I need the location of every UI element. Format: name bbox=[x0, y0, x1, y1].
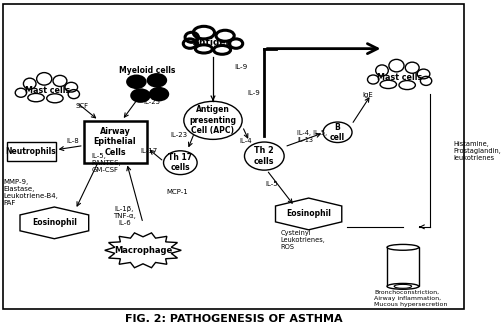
Polygon shape bbox=[105, 233, 181, 268]
Text: B
cell: B cell bbox=[330, 123, 345, 142]
Ellipse shape bbox=[183, 39, 197, 48]
Polygon shape bbox=[276, 198, 342, 230]
FancyBboxPatch shape bbox=[187, 34, 238, 50]
Ellipse shape bbox=[387, 284, 419, 289]
Text: Eosinophil: Eosinophil bbox=[32, 218, 77, 227]
Ellipse shape bbox=[399, 81, 415, 90]
Ellipse shape bbox=[53, 75, 67, 87]
Text: IL-1β,
TNF-α,
IL-6: IL-1β, TNF-α, IL-6 bbox=[113, 206, 136, 226]
Ellipse shape bbox=[389, 59, 404, 72]
Circle shape bbox=[130, 88, 151, 103]
Circle shape bbox=[126, 74, 147, 89]
Text: Macrophage: Macrophage bbox=[114, 246, 172, 255]
FancyBboxPatch shape bbox=[84, 121, 147, 163]
Text: IL-25: IL-25 bbox=[143, 99, 160, 105]
Text: IL-4, IL-5,
IL-13: IL-4, IL-5, IL-13 bbox=[297, 130, 327, 143]
Ellipse shape bbox=[417, 69, 430, 79]
Text: IL-5: IL-5 bbox=[266, 181, 278, 187]
Ellipse shape bbox=[28, 93, 44, 102]
Polygon shape bbox=[20, 207, 89, 239]
Text: Th 17
cells: Th 17 cells bbox=[168, 153, 193, 172]
Ellipse shape bbox=[216, 30, 234, 41]
Text: Mast cells: Mast cells bbox=[25, 86, 70, 95]
Ellipse shape bbox=[184, 101, 242, 139]
Ellipse shape bbox=[380, 80, 397, 89]
Ellipse shape bbox=[405, 62, 419, 73]
Text: SCF: SCF bbox=[76, 103, 89, 109]
Ellipse shape bbox=[23, 78, 36, 89]
Text: IL-9: IL-9 bbox=[235, 64, 248, 70]
Ellipse shape bbox=[394, 285, 412, 288]
Text: IgE: IgE bbox=[362, 92, 373, 98]
Ellipse shape bbox=[196, 45, 212, 53]
Text: FIG. 2: PATHOGENESIS OF ASTHMA: FIG. 2: PATHOGENESIS OF ASTHMA bbox=[125, 314, 343, 324]
Text: IL-8: IL-8 bbox=[67, 138, 80, 144]
Text: IL-17: IL-17 bbox=[141, 148, 158, 154]
Ellipse shape bbox=[214, 45, 230, 54]
FancyBboxPatch shape bbox=[7, 141, 55, 161]
Text: MMP-9,
Elastase,
Leukotriene-B4,
PAF: MMP-9, Elastase, Leukotriene-B4, PAF bbox=[3, 179, 58, 206]
Text: Histamine,
Prostaglandin,
leukotrienes: Histamine, Prostaglandin, leukotrienes bbox=[453, 141, 501, 161]
Text: IL-5,
RANTES,
GM-CSF: IL-5, RANTES, GM-CSF bbox=[92, 153, 121, 173]
Ellipse shape bbox=[420, 76, 432, 85]
Ellipse shape bbox=[229, 39, 243, 48]
Text: IL-4: IL-4 bbox=[239, 137, 252, 143]
Ellipse shape bbox=[244, 142, 284, 170]
Ellipse shape bbox=[367, 75, 379, 84]
Circle shape bbox=[147, 73, 167, 88]
Text: IL-23: IL-23 bbox=[170, 132, 187, 138]
Ellipse shape bbox=[37, 73, 52, 85]
Circle shape bbox=[149, 87, 169, 101]
Ellipse shape bbox=[387, 244, 419, 250]
Ellipse shape bbox=[68, 90, 80, 99]
Ellipse shape bbox=[185, 32, 199, 42]
Text: Neutrophils: Neutrophils bbox=[6, 147, 56, 156]
Text: MCP-1: MCP-1 bbox=[166, 190, 188, 196]
Ellipse shape bbox=[65, 82, 78, 92]
FancyBboxPatch shape bbox=[387, 247, 419, 286]
Text: Antigen
presenting
Cell (APC): Antigen presenting Cell (APC) bbox=[190, 106, 236, 135]
Text: Antigen: Antigen bbox=[193, 38, 233, 46]
Ellipse shape bbox=[47, 94, 63, 103]
FancyBboxPatch shape bbox=[19, 82, 76, 98]
Text: Bronchoconstriction,
Airway inflammation,
Mucous hypersecretion: Bronchoconstriction, Airway inflammation… bbox=[374, 290, 448, 306]
Ellipse shape bbox=[163, 151, 197, 175]
Ellipse shape bbox=[323, 122, 352, 142]
Ellipse shape bbox=[15, 88, 27, 97]
Text: Cysteinyl
Leukotrienes,
ROS: Cysteinyl Leukotrienes, ROS bbox=[281, 230, 326, 250]
Text: Th 2
cells: Th 2 cells bbox=[254, 146, 275, 166]
Ellipse shape bbox=[375, 65, 388, 76]
FancyBboxPatch shape bbox=[371, 69, 428, 84]
Ellipse shape bbox=[193, 26, 215, 39]
Text: Myeloid cells: Myeloid cells bbox=[119, 66, 176, 75]
Text: IL-9: IL-9 bbox=[247, 90, 260, 96]
Text: Airway
Epithelial
Cells: Airway Epithelial Cells bbox=[94, 127, 136, 157]
Text: Mast cells: Mast cells bbox=[377, 73, 422, 82]
Text: Eosinophil: Eosinophil bbox=[286, 209, 331, 218]
